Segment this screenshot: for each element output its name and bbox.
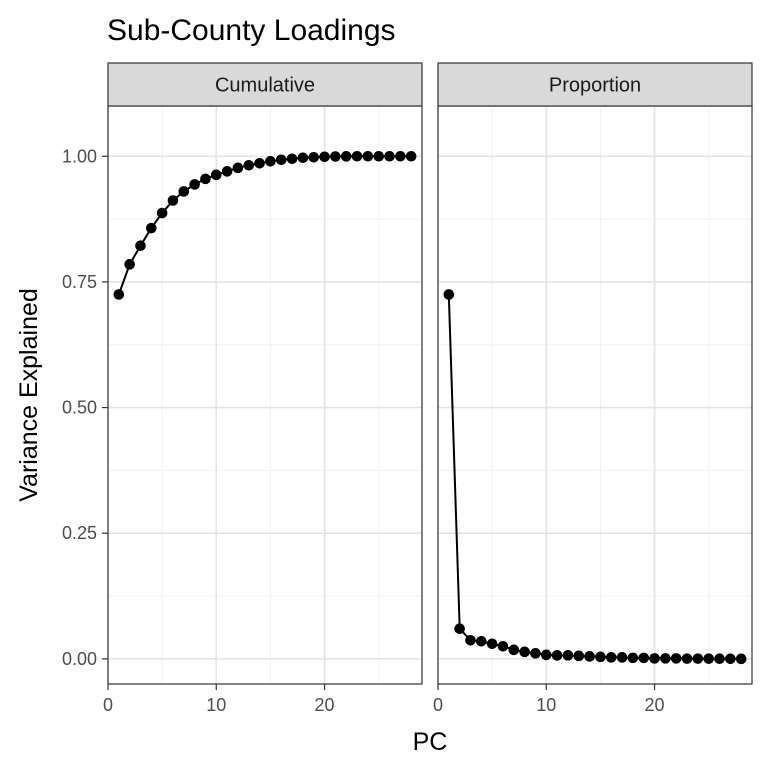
data-point (243, 160, 255, 171)
data-point (670, 653, 682, 664)
data-point (540, 649, 552, 661)
data-point (189, 179, 200, 190)
data-point (692, 653, 704, 664)
data-point (508, 644, 520, 656)
x-tick-label: 0 (433, 695, 443, 715)
data-point (660, 653, 671, 664)
data-point (638, 652, 650, 664)
data-point (476, 635, 487, 647)
panel-background (108, 106, 422, 684)
data-point (265, 155, 276, 167)
data-point (308, 151, 320, 163)
data-point (330, 151, 341, 162)
y-tick-label: 0.00 (62, 649, 97, 669)
y-tick-label: 0.25 (62, 523, 97, 543)
data-point (275, 154, 287, 166)
x-tick-label: 0 (103, 695, 113, 715)
data-point (362, 150, 374, 162)
data-point (156, 207, 168, 219)
data-point (232, 162, 244, 174)
data-point (551, 650, 563, 661)
data-point (319, 151, 330, 163)
data-point (627, 652, 639, 664)
data-point (200, 173, 211, 185)
facet-strip-label: Proportion (549, 75, 641, 97)
data-point (167, 195, 179, 206)
x-tick-label: 20 (645, 695, 665, 715)
data-point (297, 152, 309, 164)
data-point (113, 289, 125, 300)
facet-panel-proportion: Proportion 0 10 20 (433, 62, 753, 715)
data-point (519, 646, 530, 658)
data-point (286, 153, 298, 165)
data-point (395, 150, 406, 162)
data-point (210, 169, 222, 181)
data-point (703, 653, 714, 664)
x-tick-label: 10 (536, 695, 556, 715)
data-point (735, 653, 747, 665)
facet-strip (437, 62, 753, 107)
facet-strip-label: Cumulative (215, 75, 315, 97)
x-axis-label: PC (413, 728, 448, 756)
data-point (616, 652, 628, 663)
facet-panel-cumulative: Cumulative 0 10 20 0.00 0.25 0.50 0.75 1.00 (62, 62, 423, 715)
chart-title: Sub-County Loadings (107, 14, 396, 47)
data-point (135, 240, 146, 252)
data-point (486, 638, 498, 650)
data-point (340, 151, 352, 162)
data-point (373, 150, 384, 162)
y-tick-label: 1.00 (62, 146, 97, 166)
data-point (405, 150, 417, 162)
data-point (725, 653, 736, 665)
data-point (530, 648, 541, 659)
x-tick-label: 20 (315, 695, 335, 715)
data-point (605, 652, 617, 663)
data-point (681, 653, 693, 664)
data-point (351, 150, 363, 162)
series-line-proportion (447, 294, 742, 660)
data-point (254, 157, 265, 169)
panel-background (438, 106, 752, 684)
x-tick-label: 10 (206, 695, 226, 715)
data-point (124, 259, 135, 270)
data-point (573, 650, 585, 662)
y-axis-label: Variance Explained (15, 288, 43, 502)
data-point (584, 651, 595, 662)
data-point (221, 166, 233, 177)
data-point (497, 641, 509, 652)
y-tick-label: 0.50 (62, 398, 97, 418)
data-point (384, 150, 395, 162)
data-point (178, 186, 190, 197)
data-point (562, 650, 574, 661)
data-point (465, 634, 476, 646)
data-point (714, 653, 725, 665)
series-line-cumulative (117, 155, 412, 295)
data-point (454, 623, 465, 635)
facet-strip (107, 62, 423, 107)
data-point (595, 651, 606, 663)
data-point (443, 289, 455, 300)
data-point (649, 653, 660, 664)
data-point (146, 222, 157, 234)
y-tick-label: 0.75 (62, 272, 97, 292)
